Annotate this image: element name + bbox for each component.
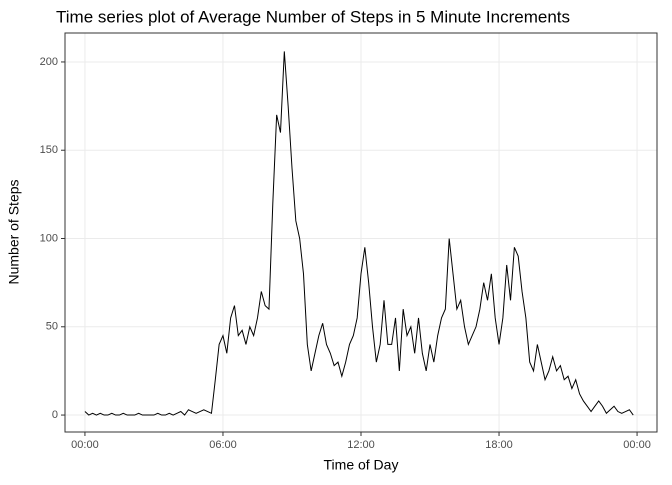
- x-tick-label: 00:00: [71, 439, 99, 451]
- x-axis-label: Time of Day: [324, 457, 399, 473]
- y-tick-label: 100: [40, 232, 58, 244]
- y-tick-label: 50: [46, 321, 58, 333]
- y-tick-label: 200: [40, 56, 58, 68]
- data-line: [84, 51, 634, 416]
- y-tick-label: 0: [52, 409, 58, 421]
- x-tick-label: 12:00: [347, 439, 375, 451]
- grid: [65, 33, 657, 432]
- x-tick-label: 00:00: [623, 439, 651, 451]
- x-tick-label: 18:00: [485, 439, 513, 451]
- plot: [84, 51, 634, 416]
- chart-title: Time series plot of Average Number of St…: [56, 7, 570, 26]
- y-axis-label: Number of Steps: [6, 179, 22, 284]
- axes: 0 50 100 150 200 00:00 06:00 12:00 18:00 00:00: [40, 56, 651, 451]
- y-tick-label: 150: [40, 144, 58, 156]
- x-tick-label: 06:00: [209, 439, 237, 451]
